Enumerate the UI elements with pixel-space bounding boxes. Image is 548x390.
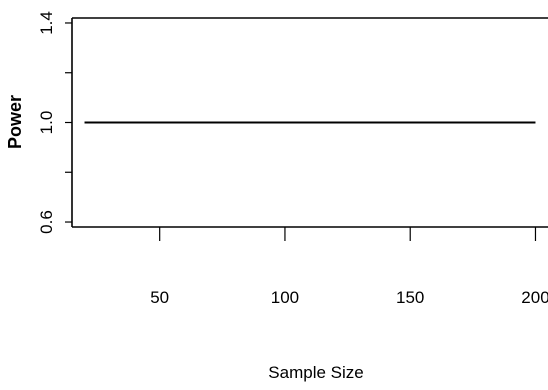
y-tick-label: 0.6 (37, 210, 56, 234)
x-tick-label: 150 (396, 288, 424, 307)
x-tick-label: 100 (271, 288, 299, 307)
y-axis: 0.6 1.0 1.4 (37, 11, 72, 234)
x-tick-label: 200 (521, 288, 548, 307)
y-tick-label: 1.4 (37, 11, 56, 35)
x-axis-title: Sample Size (268, 363, 363, 382)
y-axis-title: Power (5, 95, 25, 149)
x-axis: 50 100 150 200 (150, 227, 548, 307)
x-tick-label: 50 (150, 288, 169, 307)
y-tick-label: 1.0 (37, 111, 56, 135)
